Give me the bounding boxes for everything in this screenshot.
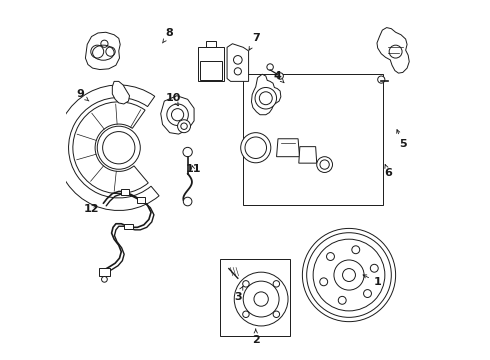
Text: 2: 2 [252,329,260,345]
Circle shape [234,68,242,75]
Text: 5: 5 [397,130,407,149]
Circle shape [273,280,280,287]
Polygon shape [276,139,299,157]
Circle shape [267,64,273,70]
Circle shape [273,311,280,318]
Text: 1: 1 [363,275,382,287]
Circle shape [183,197,192,206]
Circle shape [255,87,276,109]
Circle shape [320,160,329,169]
Circle shape [181,123,187,130]
Circle shape [370,264,378,272]
Circle shape [172,109,184,121]
Circle shape [254,292,269,306]
Wedge shape [73,102,148,194]
Wedge shape [56,85,159,211]
Polygon shape [299,147,317,163]
Circle shape [177,120,191,133]
Circle shape [317,157,333,172]
Circle shape [245,137,267,158]
Bar [124,224,133,229]
Bar [220,259,290,336]
Circle shape [243,311,249,318]
Bar [121,189,129,195]
Polygon shape [377,28,409,73]
Circle shape [259,92,272,105]
Circle shape [91,45,104,58]
Circle shape [307,233,392,318]
Bar [243,74,383,205]
Circle shape [313,239,385,311]
Text: 8: 8 [163,28,173,43]
Circle shape [389,45,402,58]
Text: 6: 6 [385,165,392,178]
Bar [137,197,146,203]
Circle shape [243,280,249,287]
Bar [198,47,224,81]
Polygon shape [251,74,281,115]
Polygon shape [227,44,248,81]
Circle shape [101,276,107,282]
Circle shape [102,132,135,164]
Polygon shape [112,81,129,104]
Polygon shape [85,32,120,69]
Polygon shape [161,96,194,134]
Polygon shape [206,41,216,47]
Text: 3: 3 [234,286,243,302]
Circle shape [320,278,328,286]
Text: 4: 4 [273,71,284,83]
Circle shape [343,269,355,282]
Text: 11: 11 [185,164,201,174]
Circle shape [364,289,371,297]
Text: 7: 7 [249,33,260,50]
Text: 9: 9 [76,89,89,101]
Text: 10: 10 [166,93,181,106]
Bar [200,61,222,80]
Circle shape [106,47,115,56]
Circle shape [352,246,360,254]
Circle shape [378,76,385,83]
Circle shape [326,253,335,261]
Bar [99,268,110,276]
Circle shape [101,40,108,47]
Circle shape [334,260,364,290]
Circle shape [302,228,395,321]
Circle shape [97,126,140,169]
Circle shape [277,73,283,79]
Circle shape [241,133,271,163]
Circle shape [167,104,188,126]
Circle shape [338,296,346,304]
Text: 12: 12 [84,204,99,214]
Circle shape [234,55,242,64]
Circle shape [234,272,288,326]
Circle shape [243,281,279,317]
Circle shape [183,147,192,157]
